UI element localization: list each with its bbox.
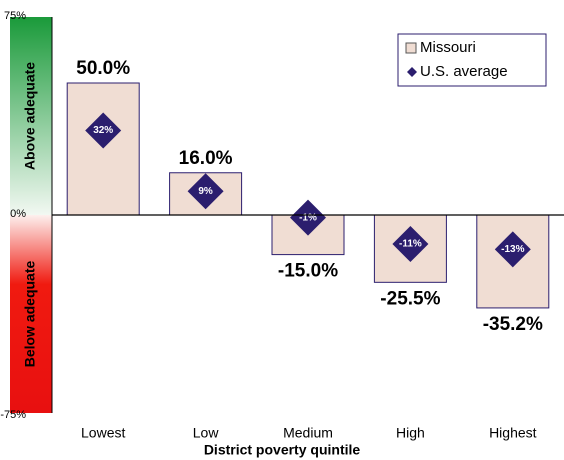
legend-swatch <box>407 67 417 77</box>
legend-label: U.S. average <box>420 63 508 80</box>
data-label: 16.0% <box>179 148 233 169</box>
marker-label: -13% <box>501 244 524 255</box>
data-label: -25.5% <box>380 288 440 309</box>
x-tick-label: Lowest <box>81 425 125 441</box>
y-tick-label: 75% <box>4 10 26 22</box>
x-tick-label: Highest <box>489 425 537 441</box>
y-tick-label: -75% <box>0 409 26 421</box>
marker <box>85 112 122 149</box>
bar <box>66 82 140 216</box>
marker <box>187 173 224 210</box>
legend-label: Missouri <box>420 39 476 56</box>
y-tick-label: 0% <box>10 208 26 220</box>
marker <box>290 199 326 236</box>
data-label: -35.2% <box>483 314 543 335</box>
marker-label: -1% <box>299 212 317 223</box>
x-tick-label: Medium <box>283 425 333 441</box>
x-axis-title: District poverty quintile <box>204 442 361 458</box>
x-tick-label: Low <box>193 425 220 441</box>
marker-label: 9% <box>198 186 213 197</box>
marker-label: -11% <box>399 239 422 250</box>
marker-label: 32% <box>93 125 113 136</box>
legend-box <box>397 33 547 87</box>
marker <box>392 226 429 263</box>
below-band <box>10 215 52 413</box>
above-band <box>10 17 52 215</box>
data-label: 50.0% <box>76 58 130 79</box>
legend-swatch <box>405 42 417 54</box>
band-label: Below adequate <box>22 261 38 368</box>
band-label: Above adequate <box>22 62 38 170</box>
x-tick-label: High <box>396 425 425 441</box>
data-label: -15.0% <box>278 261 338 282</box>
marker <box>494 231 531 268</box>
